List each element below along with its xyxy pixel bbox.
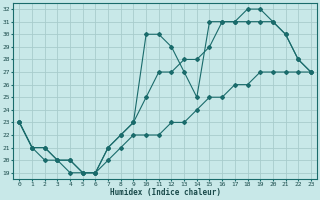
X-axis label: Humidex (Indice chaleur): Humidex (Indice chaleur) xyxy=(110,188,220,197)
